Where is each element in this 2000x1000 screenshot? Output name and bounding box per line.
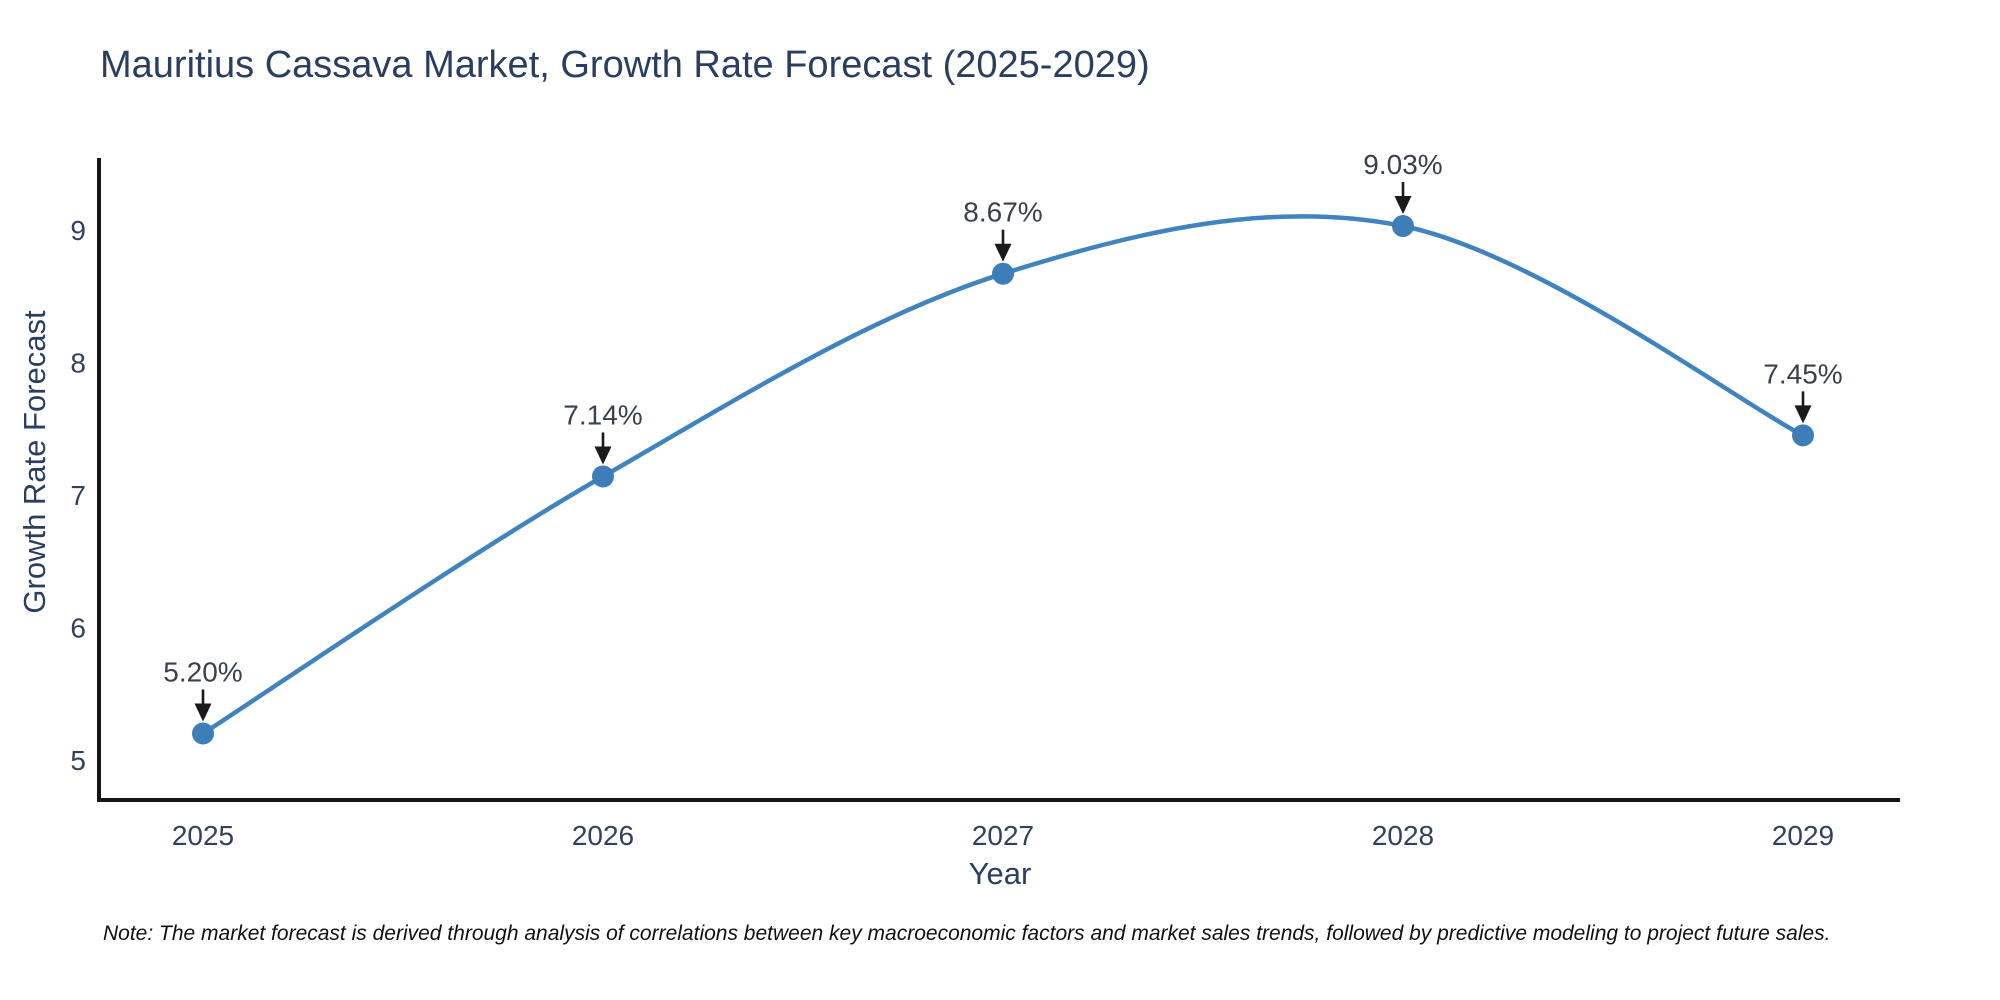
annotation-arrow-head <box>594 446 612 465</box>
data-point-marker <box>1792 424 1814 447</box>
x-axis-title: Year <box>969 856 1032 891</box>
x-tick-label: 2029 <box>1772 820 1834 851</box>
plot-area: 2025 2026 2027 2028 2029 5 6 7 8 9 5.20% 7.14% 8.67%… <box>70 149 1900 851</box>
x-tick-label: 2026 <box>572 820 634 851</box>
y-tick-label: 8 <box>70 348 86 379</box>
data-point-label: 5.20% <box>163 657 242 688</box>
y-axis-title: Growth Rate Forecast <box>17 310 52 614</box>
data-point-label: 9.03% <box>1363 149 1442 180</box>
x-tick-label: 2025 <box>172 820 234 851</box>
annotation-arrow-head <box>1794 405 1812 424</box>
y-tick-label: 6 <box>70 613 86 644</box>
annotation-arrow-head <box>994 243 1012 262</box>
data-point-label: 7.45% <box>1763 358 1842 389</box>
annotation-arrow-head <box>194 703 212 722</box>
footnote: Note: The market forecast is derived thr… <box>103 922 1831 945</box>
trend-line <box>200 214 1806 736</box>
x-tick-label: 2027 <box>972 820 1034 851</box>
chart-title: Mauritius Cassava Market, Growth Rate Fo… <box>100 44 1150 86</box>
data-point-label: 8.67% <box>963 197 1042 228</box>
y-tick-label: 7 <box>70 480 86 511</box>
data-point-marker <box>992 262 1014 285</box>
data-point-marker <box>592 465 614 488</box>
y-tick-label: 9 <box>70 215 86 246</box>
y-tick-label: 5 <box>70 745 86 776</box>
data-point-marker <box>192 722 214 745</box>
data-point-label: 7.14% <box>563 399 642 430</box>
data-point-marker <box>1392 215 1414 238</box>
annotation-arrow-head <box>1394 196 1412 215</box>
x-tick-label: 2028 <box>1372 820 1434 851</box>
